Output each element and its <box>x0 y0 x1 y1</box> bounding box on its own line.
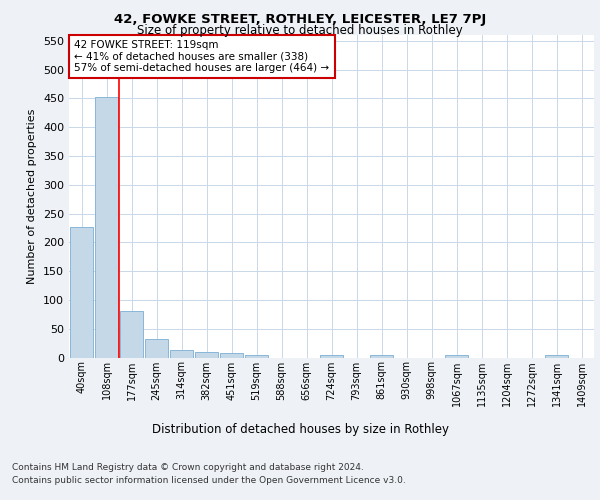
Bar <box>170 350 193 358</box>
Bar <box>95 96 118 358</box>
Bar <box>70 228 93 358</box>
Text: Contains public sector information licensed under the Open Government Licence v3: Contains public sector information licen… <box>12 476 406 485</box>
Bar <box>320 354 343 358</box>
Text: Contains HM Land Registry data © Crown copyright and database right 2024.: Contains HM Land Registry data © Crown c… <box>12 462 364 471</box>
Text: 42 FOWKE STREET: 119sqm
← 41% of detached houses are smaller (338)
57% of semi-d: 42 FOWKE STREET: 119sqm ← 41% of detache… <box>74 40 329 73</box>
Y-axis label: Number of detached properties: Number of detached properties <box>28 108 37 284</box>
Text: Distribution of detached houses by size in Rothley: Distribution of detached houses by size … <box>151 422 449 436</box>
Bar <box>370 354 393 358</box>
Text: Size of property relative to detached houses in Rothley: Size of property relative to detached ho… <box>137 24 463 37</box>
Bar <box>545 355 568 358</box>
Bar <box>195 352 218 358</box>
Bar <box>445 355 468 358</box>
Text: 42, FOWKE STREET, ROTHLEY, LEICESTER, LE7 7PJ: 42, FOWKE STREET, ROTHLEY, LEICESTER, LE… <box>114 12 486 26</box>
Bar <box>245 354 268 358</box>
Bar <box>120 312 143 358</box>
Bar <box>220 354 243 358</box>
Bar <box>145 339 168 357</box>
